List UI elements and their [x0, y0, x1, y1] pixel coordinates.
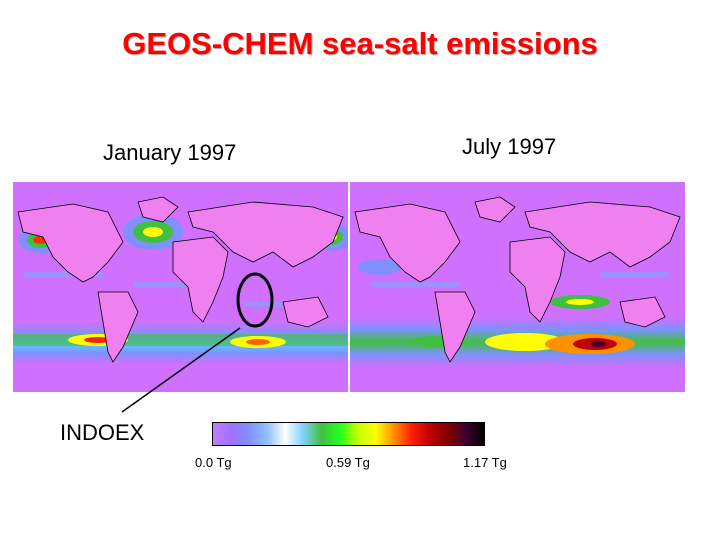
july-emission-map: [350, 182, 685, 392]
colorbar-tick-mid: 0.59 Tg: [326, 455, 370, 470]
indoex-region-outline: [236, 272, 274, 328]
indoex-label: INDOEX: [60, 420, 145, 445]
colorbar: [212, 422, 485, 446]
colorbar-tick-max: 1.17 Tg: [463, 455, 507, 470]
slide-title: GEOS-CHEM sea-salt emissions: [122, 26, 598, 61]
july-panel-label: July 1997: [462, 134, 557, 159]
indoex-leader-line: [121, 327, 241, 413]
colorbar-tick-min: 0.0 Tg: [195, 455, 232, 470]
january-panel-label: January 1997: [103, 140, 237, 165]
january-emission-map: [13, 182, 348, 392]
